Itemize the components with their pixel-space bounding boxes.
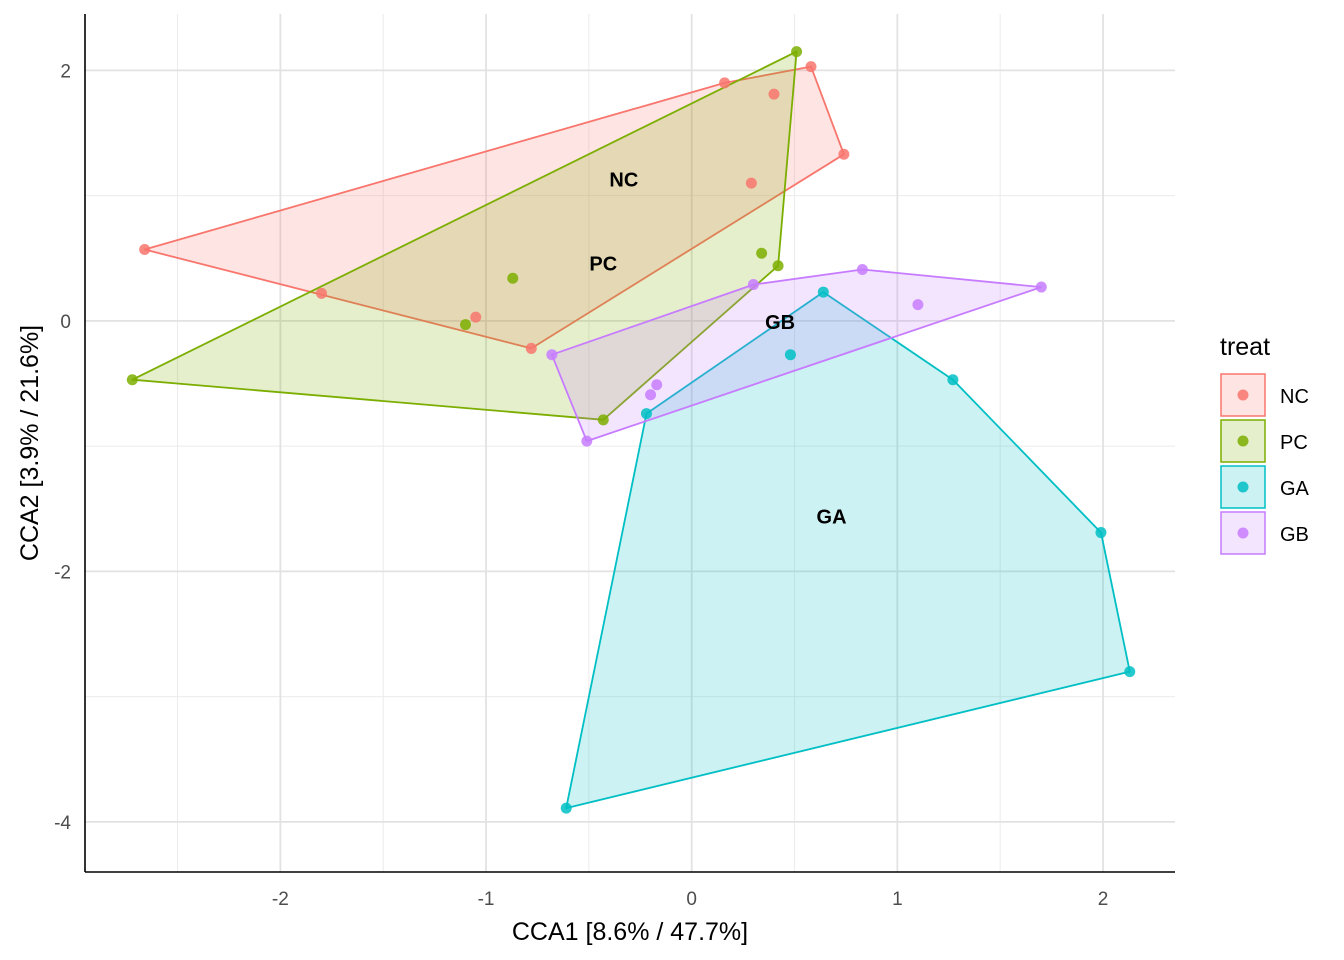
y-axis-title: CCA2 [3.9% / 21.6%] xyxy=(16,325,44,561)
point-ga xyxy=(1124,666,1136,678)
legend-item-gb: GB xyxy=(1220,511,1309,555)
y-tick-label: 2 xyxy=(60,61,71,82)
group-label-nc: NC xyxy=(609,169,638,191)
y-tick-label: 0 xyxy=(60,312,71,333)
hulls xyxy=(131,50,1131,809)
legend-title: treat xyxy=(1220,333,1270,361)
axes: -2 -1 0 1 2 -4 -2 0 2 xyxy=(54,14,1175,910)
legend-key-point xyxy=(1237,389,1249,401)
legend: treat NC PC GA GB xyxy=(1220,333,1310,555)
point-nc xyxy=(525,342,537,354)
group-label-gb: GB xyxy=(765,312,795,334)
points xyxy=(126,46,1136,814)
point-pc xyxy=(126,374,138,386)
x-tick-label: 0 xyxy=(686,889,697,910)
point-ga xyxy=(947,374,959,386)
group-label-ga: GA xyxy=(817,506,847,528)
grid xyxy=(85,14,1175,872)
point-pc xyxy=(597,414,609,426)
legend-label: NC xyxy=(1280,386,1309,408)
x-axis-title: CCA1 [8.6% / 47.7%] xyxy=(512,918,748,946)
legend-key-point xyxy=(1237,481,1249,493)
y-tick-label: -4 xyxy=(54,813,71,834)
group-labels: NC PC GA GB xyxy=(589,169,846,528)
x-tick-label: 1 xyxy=(892,889,903,910)
point-nc xyxy=(139,243,151,255)
point-gb xyxy=(856,264,868,276)
point-gb xyxy=(546,349,558,361)
point-pc xyxy=(507,272,519,284)
point-pc xyxy=(772,260,784,272)
x-tick-label: -1 xyxy=(478,889,495,910)
point-nc xyxy=(838,148,850,160)
point-ga xyxy=(1095,527,1107,539)
legend-key-point xyxy=(1237,527,1249,539)
point-ga xyxy=(817,286,829,298)
x-tick-label: -2 xyxy=(272,889,289,910)
x-tick-label: 2 xyxy=(1098,889,1109,910)
point-ga xyxy=(560,802,572,814)
point-nc xyxy=(470,311,482,323)
point-gb xyxy=(651,379,663,391)
hull-nc xyxy=(143,65,845,350)
point-nc xyxy=(805,61,817,73)
point-pc xyxy=(756,247,768,259)
point-pc xyxy=(459,319,471,331)
group-label-pc: PC xyxy=(589,253,617,275)
point-nc xyxy=(719,77,731,89)
point-gb xyxy=(747,279,759,291)
legend-item-ga: GA xyxy=(1220,465,1310,509)
legend-label: GA xyxy=(1280,478,1310,500)
legend-key-point xyxy=(1237,435,1249,447)
point-gb xyxy=(912,299,924,311)
point-pc xyxy=(791,46,803,58)
legend-item-nc: NC xyxy=(1220,373,1309,417)
point-gb xyxy=(645,389,657,401)
point-nc xyxy=(745,177,757,189)
legend-item-pc: PC xyxy=(1220,419,1308,463)
point-gb xyxy=(581,435,593,447)
hull-gb xyxy=(550,268,1043,443)
point-nc xyxy=(316,287,328,299)
point-gb xyxy=(1035,281,1047,293)
legend-label: GB xyxy=(1280,524,1309,546)
point-nc xyxy=(768,88,780,100)
legend-label: PC xyxy=(1280,432,1308,454)
point-ga xyxy=(784,349,796,361)
y-tick-label: -2 xyxy=(54,562,71,583)
point-ga xyxy=(640,408,652,420)
